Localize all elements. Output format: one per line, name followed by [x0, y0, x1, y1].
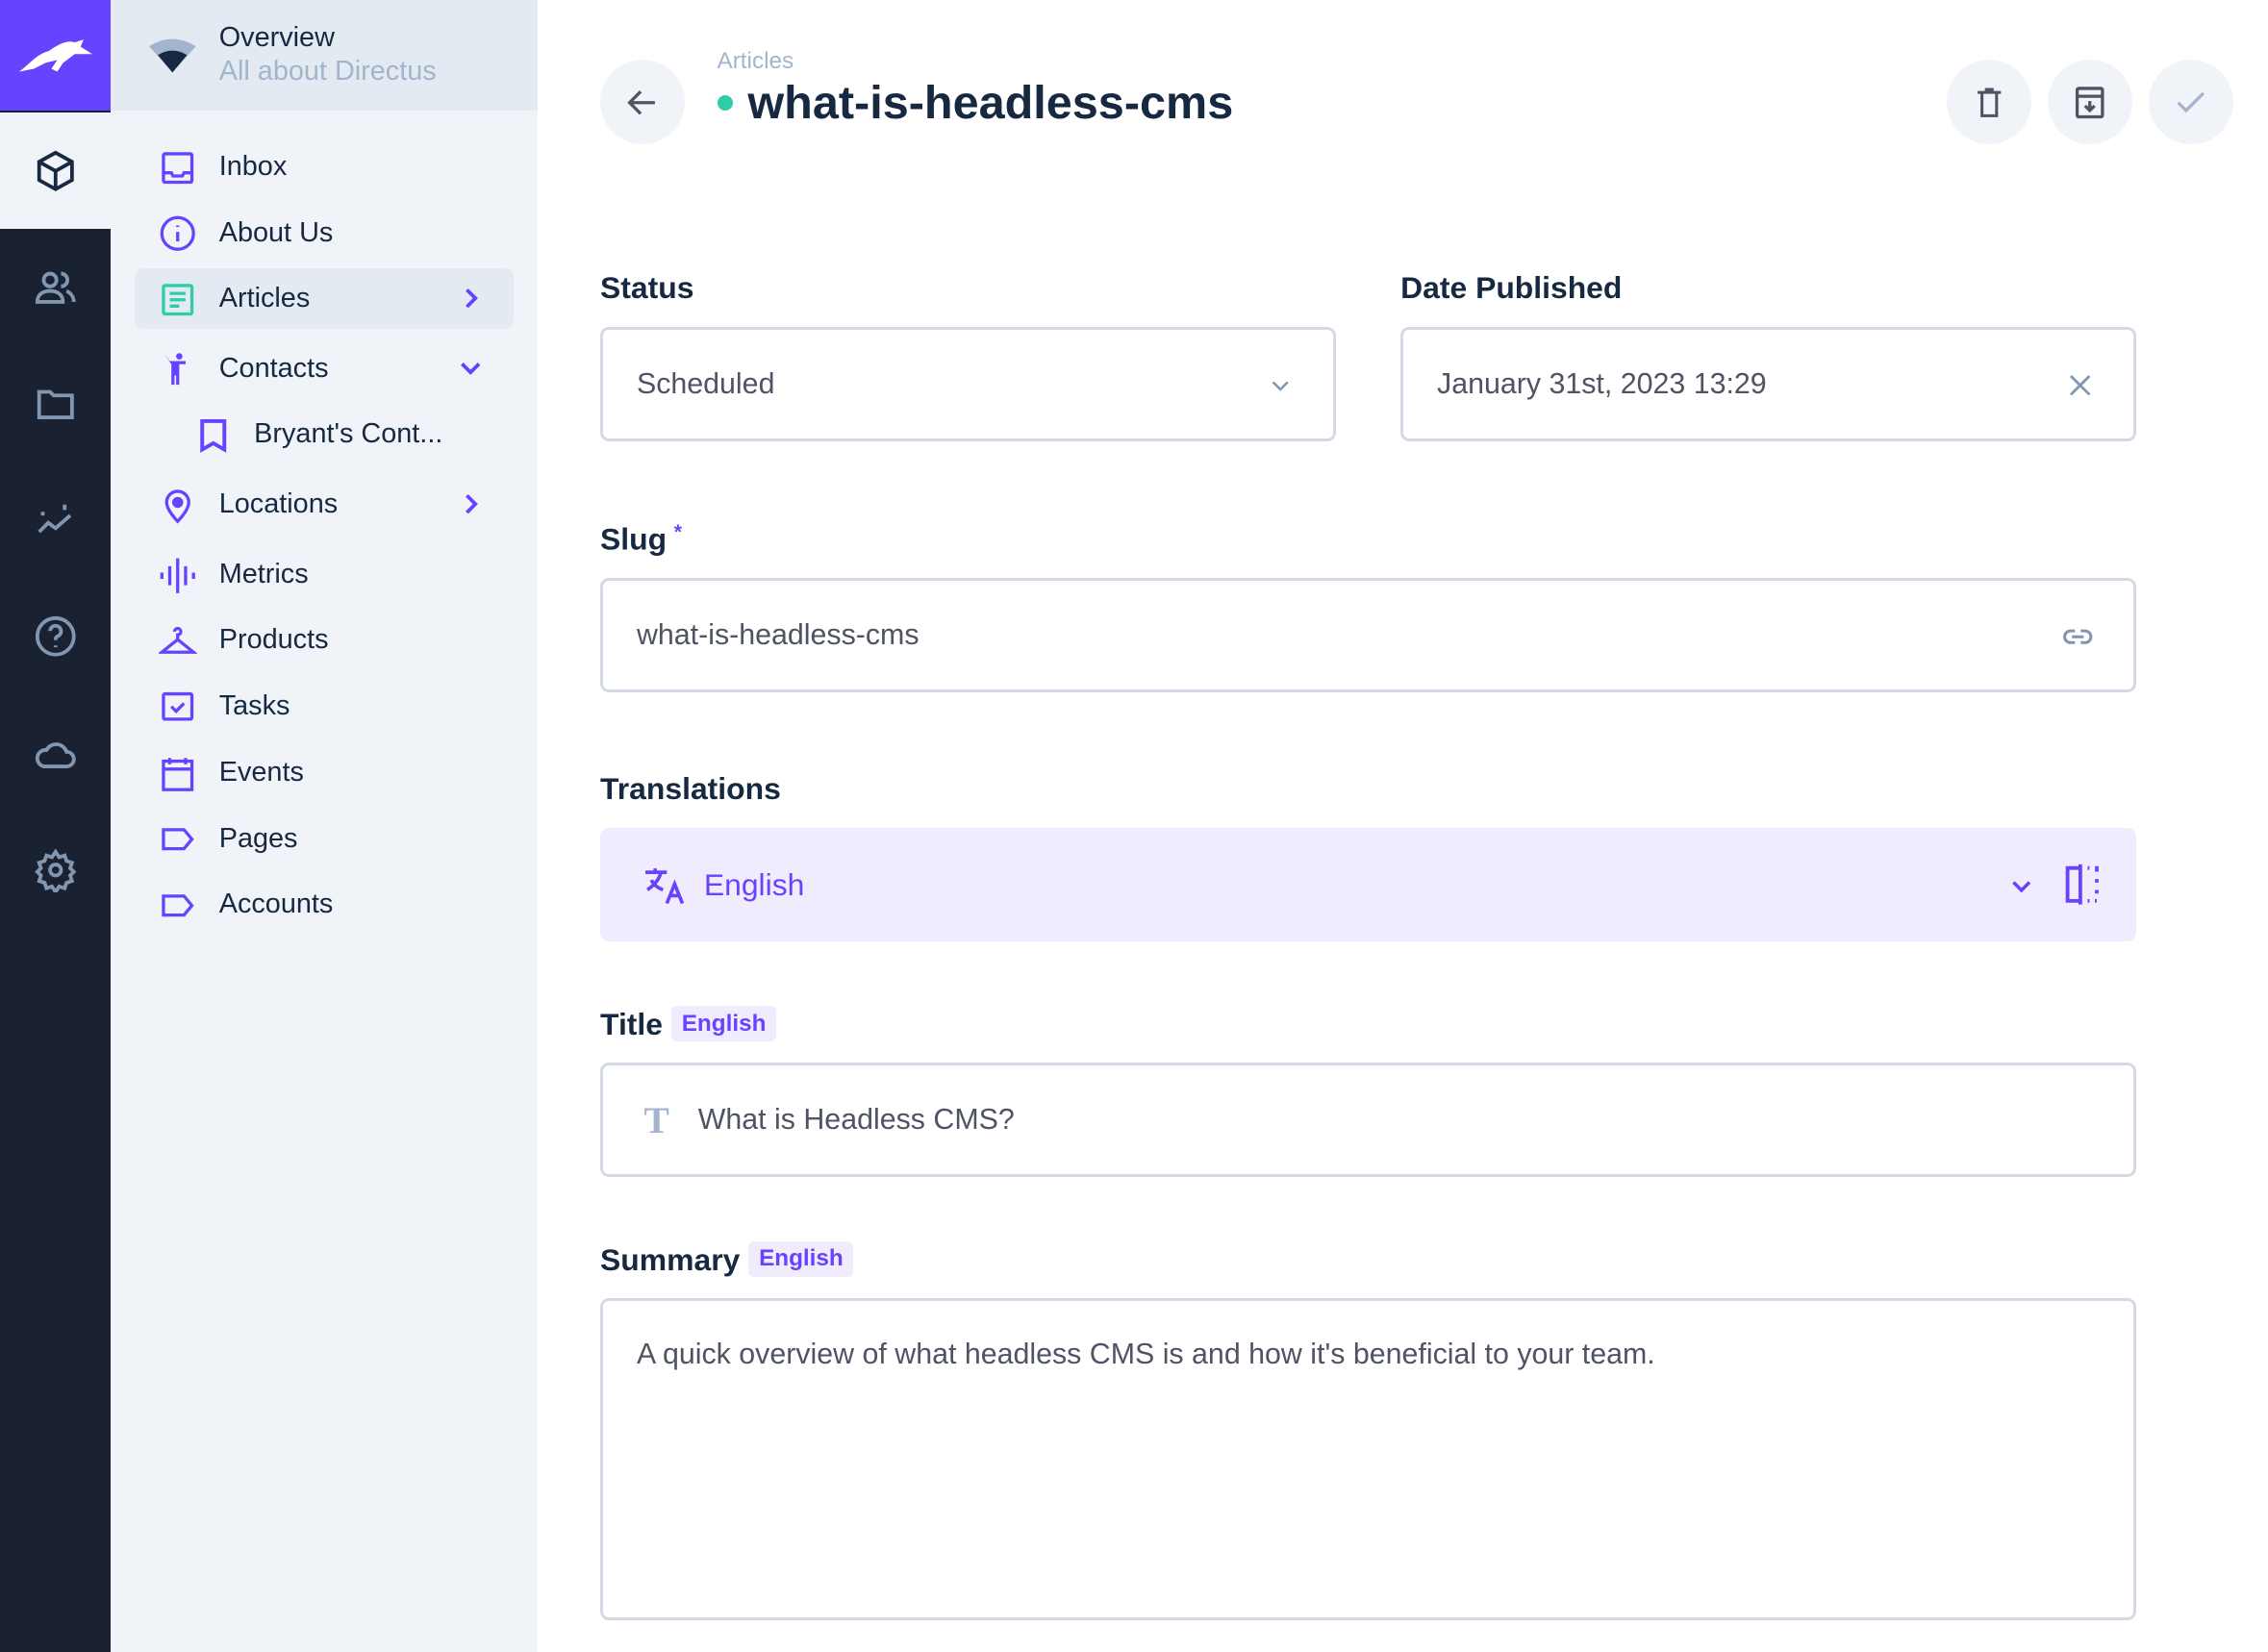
date-published-label: Date Published: [1400, 269, 1623, 305]
chevron-right-icon[interactable]: [456, 284, 485, 313]
translations-language-select[interactable]: English: [600, 827, 2137, 942]
nav-label: About Us: [218, 216, 334, 248]
required-marker: *: [673, 519, 682, 543]
article-icon: [162, 283, 194, 315]
label-icon: [162, 828, 195, 851]
module-bar: [0, 0, 112, 1652]
split-view-icon[interactable]: [2060, 863, 2104, 907]
nav-item-metrics[interactable]: Metrics: [135, 544, 515, 604]
clear-icon[interactable]: [2064, 369, 2096, 401]
nav-item-pages[interactable]: Pages: [135, 809, 515, 868]
folder-icon[interactable]: [0, 346, 111, 463]
content-module-icon[interactable]: [0, 112, 112, 230]
slug-value: what-is-headless-cms: [636, 618, 920, 651]
nav-item-articles[interactable]: Articles: [134, 268, 515, 329]
back-button[interactable]: [600, 60, 686, 145]
title-label: Title English: [600, 1006, 777, 1042]
chevron-down-icon[interactable]: [456, 353, 485, 382]
date-value: January 31st, 2023 13:29: [1437, 367, 1767, 400]
nav-item-accounts[interactable]: Accounts: [135, 875, 515, 935]
chevron-down-icon: [1273, 381, 1290, 391]
graphic-eq-icon: [161, 558, 196, 593]
title-value: What is Headless CMS?: [697, 1103, 1015, 1136]
text-type-icon: T: [643, 1098, 669, 1141]
chevron-right-icon[interactable]: [456, 489, 485, 518]
nav-item-about-us[interactable]: About Us: [135, 203, 515, 263]
project-logo-icon: [148, 38, 196, 73]
slug-label-text: Slug: [600, 521, 668, 557]
nav-item-bryants-contacts[interactable]: Bryant's Cont...: [135, 405, 515, 464]
slug-label: Slug *: [600, 520, 682, 558]
nav-label: Articles: [218, 283, 311, 313]
users-icon[interactable]: [0, 229, 111, 345]
label-icon: [162, 893, 195, 916]
status-dot: [717, 94, 734, 112]
status-label: Status: [600, 269, 694, 305]
nav-label: Accounts: [218, 889, 334, 920]
hanger-icon: [159, 626, 197, 654]
nav-item-contacts[interactable]: Contacts: [135, 338, 515, 398]
summary-value: A quick overview of what headless CMS is…: [636, 1339, 1655, 1371]
nav-label: Products: [218, 624, 329, 656]
navigation-panel: Overview All about Directus Inbox About …: [111, 0, 538, 1652]
nav-item-locations[interactable]: Locations: [135, 474, 515, 534]
nav-label: Inbox: [218, 151, 288, 183]
nav-label: Events: [218, 757, 304, 788]
date-published-input[interactable]: January 31st, 2023 13:29: [1400, 327, 2137, 441]
slug-input[interactable]: what-is-headless-cms: [600, 578, 2137, 692]
insights-icon[interactable]: [0, 463, 111, 579]
status-value: Scheduled: [636, 367, 775, 400]
language-value: English: [703, 866, 805, 902]
nav-item-products[interactable]: Products: [135, 611, 515, 670]
title-input[interactable]: T What is Headless CMS?: [600, 1063, 2137, 1177]
project-title: Overview: [218, 21, 335, 53]
trash-icon: [1977, 88, 2002, 117]
checkbox-icon: [162, 692, 194, 721]
help-icon[interactable]: [0, 578, 111, 694]
settings-icon[interactable]: [0, 812, 111, 928]
project-subtitle: All about Directus: [218, 55, 437, 87]
summary-label: Summary English: [600, 1240, 854, 1278]
nav-label: Metrics: [218, 558, 309, 589]
nav-label: Bryant's Cont...: [254, 418, 443, 450]
person-icon: [165, 353, 187, 386]
translations-label: Translations: [600, 770, 781, 806]
page-title-row: what-is-headless-cms: [717, 76, 1234, 130]
directus-logo[interactable]: [0, 0, 112, 112]
calendar-icon: [162, 758, 194, 791]
nav-item-events[interactable]: Events: [135, 743, 515, 803]
language-badge: English: [671, 1006, 777, 1042]
arrow-back-icon: [627, 89, 656, 114]
cloud-icon[interactable]: [0, 695, 111, 812]
nav-item-tasks[interactable]: Tasks: [135, 676, 515, 736]
inbox-icon: [162, 152, 194, 185]
item-editor: Articles what-is-headless-cms Status Sch…: [537, 0, 2268, 1652]
check-icon: [2177, 91, 2205, 113]
breadcrumb[interactable]: Articles: [717, 48, 794, 75]
nav-label: Pages: [218, 822, 298, 854]
language-badge: English: [748, 1240, 854, 1277]
archive-button[interactable]: [2047, 60, 2132, 145]
translate-icon: [644, 868, 684, 905]
chevron-down-icon[interactable]: [2005, 870, 2037, 902]
project-header[interactable]: Overview All about Directus: [111, 0, 538, 112]
bookmark-icon: [200, 418, 227, 453]
location-pin-icon: [165, 488, 191, 524]
link-icon[interactable]: [2057, 619, 2099, 654]
title-label-text: Title: [600, 1007, 663, 1042]
nav-label: Locations: [218, 488, 339, 520]
page-title: what-is-headless-cms: [747, 76, 1234, 129]
status-select[interactable]: Scheduled: [600, 327, 1337, 441]
delete-button[interactable]: [1947, 60, 2032, 145]
archive-icon: [2076, 86, 2104, 118]
info-icon: [161, 215, 196, 252]
nav-label: Contacts: [218, 352, 329, 384]
summary-textarea[interactable]: A quick overview of what headless CMS is…: [600, 1297, 2137, 1621]
summary-label-text: Summary: [600, 1241, 741, 1277]
save-button[interactable]: [2148, 60, 2233, 145]
nav-item-inbox[interactable]: Inbox: [135, 138, 515, 197]
nav-label: Tasks: [218, 689, 290, 721]
